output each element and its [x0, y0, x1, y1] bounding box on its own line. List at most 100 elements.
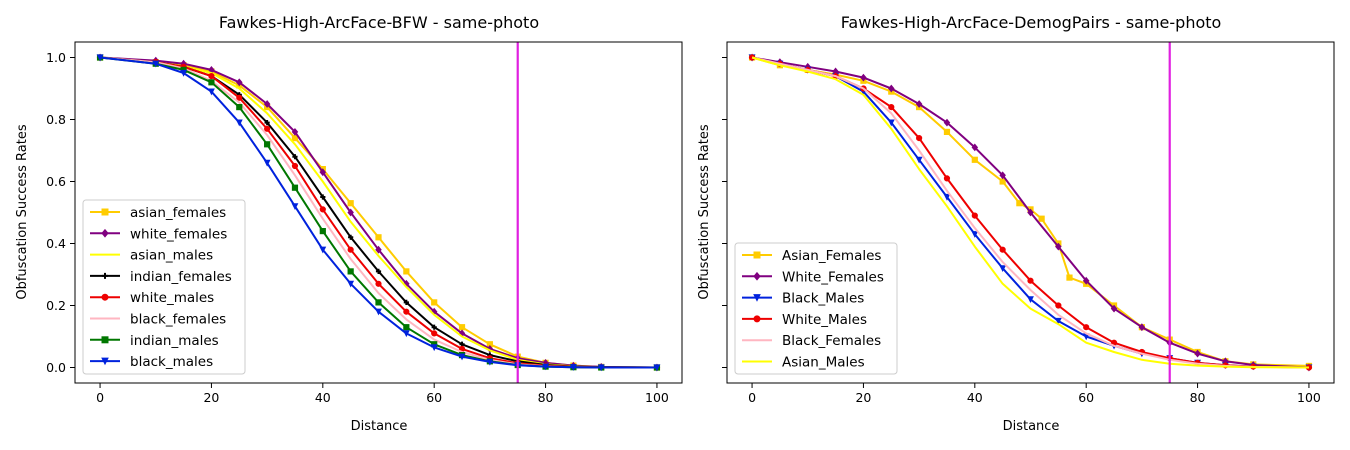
data-point [291, 184, 299, 191]
legend-label: White_Females [782, 269, 884, 285]
data-point [291, 203, 299, 211]
data-point [375, 280, 382, 287]
data-point [291, 127, 299, 136]
data-point [208, 88, 215, 96]
legend-entry: black_males [90, 354, 213, 370]
data-point [375, 308, 382, 316]
data-point [236, 78, 243, 87]
data-point [1027, 277, 1034, 284]
y-tick-label: 0.0 [46, 360, 66, 375]
data-point [999, 265, 1007, 273]
data-point [375, 234, 382, 241]
y-tick-label: 0.4 [46, 236, 66, 251]
data-point [319, 168, 327, 177]
data-point [916, 135, 923, 142]
x-tick-label: 40 [967, 390, 983, 405]
data-point [402, 330, 410, 338]
data-point [403, 299, 409, 305]
legend-entry: asian_females [90, 205, 226, 221]
data-point [292, 154, 298, 160]
data-point [236, 104, 243, 111]
legend-entry: Asian_Males [742, 355, 865, 371]
x-tick-label: 100 [1297, 390, 1321, 405]
data-point [887, 119, 895, 127]
data-point [943, 128, 951, 136]
data-point [236, 94, 243, 101]
data-point [915, 100, 923, 108]
data-point [999, 178, 1006, 185]
legend-label: White_Males [782, 312, 867, 328]
legend-label: indian_females [130, 269, 232, 285]
data-point [1110, 304, 1118, 313]
data-point [430, 344, 438, 352]
legend-marker [753, 271, 761, 281]
legend-entry: Asian_Females [742, 248, 881, 264]
data-point [291, 162, 299, 170]
chart-title: Fawkes-High-ArcFace-BFW - same-photo [219, 13, 539, 32]
legend-marker [101, 228, 109, 238]
data-point [1016, 200, 1023, 207]
legend-label: asian_males [130, 248, 213, 264]
legend-box [734, 242, 898, 375]
data-point [943, 175, 951, 182]
data-point [1038, 215, 1045, 222]
data-point [888, 104, 895, 111]
legend-entry: White_Females [742, 269, 884, 285]
legend-label: Black_Females [782, 333, 881, 349]
data-point [235, 119, 243, 127]
legend-marker [101, 293, 109, 301]
data-point [1027, 296, 1034, 304]
demogpairs-chart-panel: Fawkes-High-ArcFace-DemogPairs - same-ph… [697, 13, 1335, 434]
data-point [431, 330, 438, 337]
bfw-chart-panel: Fawkes-High-ArcFace-BFW - same-photo Dis… [15, 13, 683, 434]
plot-area [96, 42, 661, 383]
data-point [999, 246, 1006, 253]
data-point [943, 118, 951, 127]
data-point [888, 84, 895, 93]
data-point [375, 245, 382, 254]
series-Black_Females [751, 56, 1309, 369]
data-point [319, 206, 326, 213]
data-point [180, 69, 188, 77]
data-point [860, 73, 867, 82]
data-point [208, 79, 215, 86]
data-point [291, 135, 299, 142]
legend-entry: asian_males [90, 248, 213, 264]
data-point [319, 228, 326, 235]
legend-entry: Black_Males [742, 291, 864, 307]
data-point [943, 193, 951, 201]
series-line [751, 56, 1309, 369]
data-point [152, 60, 160, 68]
y-tick-label: 0.2 [46, 298, 66, 313]
x-tick-label: 100 [645, 390, 669, 405]
data-point [1027, 208, 1034, 217]
data-point [458, 324, 466, 331]
legend-label: Black_Males [782, 291, 864, 307]
series-line [751, 56, 1309, 369]
data-point [597, 364, 605, 372]
data-point [347, 268, 354, 275]
data-point [1066, 274, 1073, 281]
data-point [542, 363, 549, 371]
data-point [1054, 317, 1062, 325]
data-point [96, 54, 104, 62]
data-point [263, 159, 271, 167]
y-tick-label: 1.0 [46, 50, 66, 65]
legend-label: Asian_Females [782, 248, 881, 264]
data-point [971, 143, 979, 152]
legend-label: indian_males [130, 333, 219, 349]
legend-marker [753, 294, 761, 302]
legend-marker [102, 272, 108, 279]
data-point [264, 125, 271, 132]
legend-entry: white_females [90, 226, 227, 242]
x-tick-label: 60 [426, 390, 442, 405]
data-point [431, 324, 437, 330]
legend-marker [101, 208, 109, 216]
series-black_males [96, 54, 661, 372]
legend-label: Asian_Males [782, 355, 865, 371]
data-point [403, 308, 410, 315]
legend-label: asian_females [130, 205, 226, 221]
data-point [403, 324, 410, 331]
x-axis-label: Distance [1003, 419, 1060, 434]
